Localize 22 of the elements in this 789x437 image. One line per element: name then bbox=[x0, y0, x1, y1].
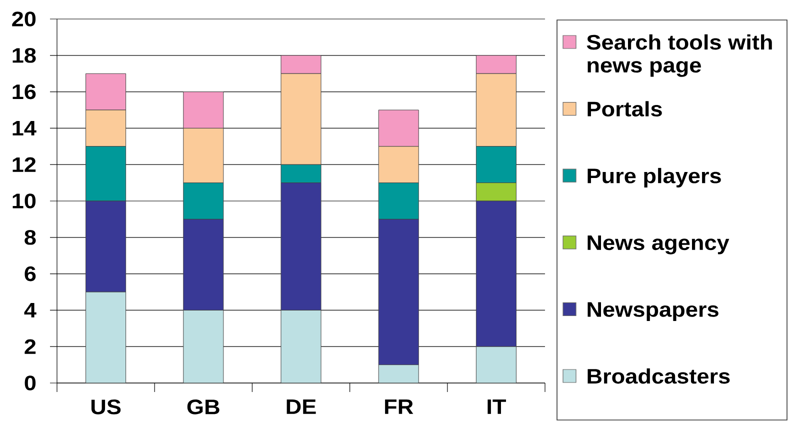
legend-label: Newspapers bbox=[588, 302, 718, 322]
legend-label: Pure players bbox=[588, 168, 721, 188]
legend-label: News agency bbox=[588, 236, 730, 254]
y-tick-label: 2 bbox=[24, 339, 36, 354]
x-tick-label: GB bbox=[187, 400, 220, 414]
y-tick-label: 20 bbox=[12, 12, 36, 26]
x-tick-label: DE bbox=[286, 400, 316, 414]
y-tick-label: 14 bbox=[12, 121, 36, 136]
legend-label: Portals bbox=[588, 101, 662, 116]
y-tick-label: 16 bbox=[12, 84, 36, 100]
x-tick-label: IT bbox=[488, 400, 506, 414]
y-tick-label: 8 bbox=[24, 230, 36, 245]
x-tick-label: US bbox=[91, 400, 121, 414]
x-tick-label: FR bbox=[385, 400, 414, 414]
y-tick-label: 10 bbox=[12, 194, 36, 208]
y-tick-label: 18 bbox=[12, 48, 36, 63]
legend-label: Search tools with news page bbox=[586, 34, 772, 77]
y-tick-label: 0 bbox=[24, 376, 36, 390]
y-tick-label: 4 bbox=[24, 303, 36, 318]
y-tick-label: 12 bbox=[12, 157, 36, 172]
y-tick-label: 6 bbox=[24, 266, 36, 282]
legend-label: Broadcasters bbox=[588, 368, 730, 384]
